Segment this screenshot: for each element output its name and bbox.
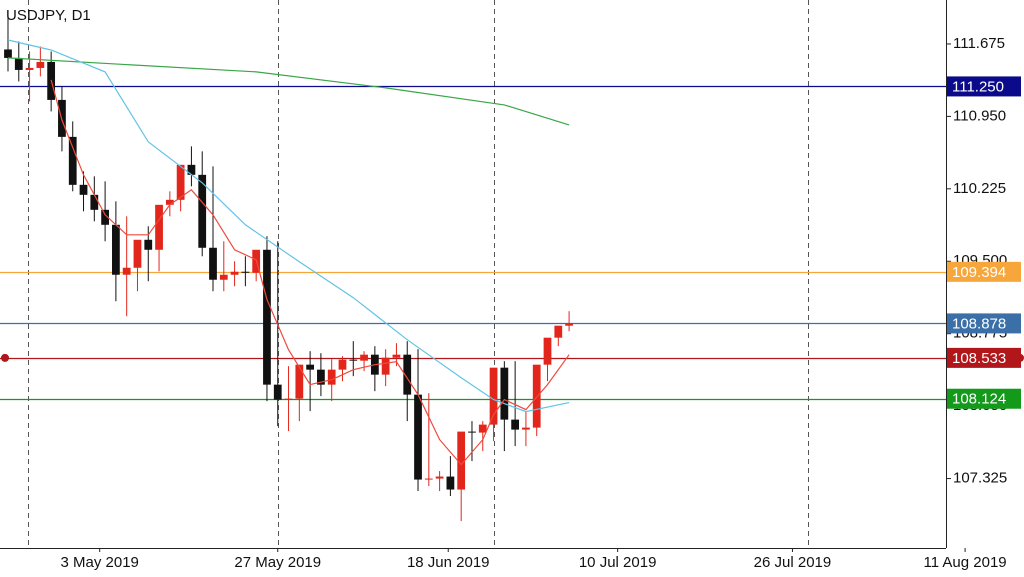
x-tick-label: 10 Jul 2019 [579,554,657,571]
candle-body [90,194,99,210]
candle-body [543,337,552,365]
candle-body [133,239,142,268]
candle-body [122,267,131,275]
candle-body [36,61,45,68]
candle-body [349,359,358,361]
candle-body [489,367,498,425]
candle-body [230,271,239,275]
candle-body [176,164,185,200]
candle-body [306,364,315,370]
candle-body [468,431,476,433]
candle-body [219,274,228,280]
candle-body [317,369,325,385]
candle-body [414,394,422,480]
x-tick-label: 3 May 2019 [61,554,139,571]
candle-body [327,369,336,385]
level-box [947,347,1021,368]
candle-body [25,67,34,70]
candle-body [4,49,12,58]
candle-body [554,325,563,338]
level-box [947,313,1021,334]
candle-body [511,419,520,430]
candle-body [14,57,23,70]
level-box [947,388,1021,409]
candle-body [360,354,368,361]
candle-body [284,398,293,400]
moving-average-line [7,57,570,126]
candle-body [532,364,541,428]
y-tick-label: 110.950 [953,107,1006,124]
candle-body [144,239,153,250]
level-box [947,76,1021,97]
candle-body [522,427,530,430]
y-tick-label: 111.675 [953,35,1005,52]
x-tick-label: 18 Jun 2019 [407,554,490,571]
plot [4,16,573,522]
candle-body [338,359,347,370]
candle-body [68,136,77,185]
grid [0,0,946,548]
y-tick-label: 107.325 [953,470,1007,487]
levels: 111.250 109.394 108.878 108.533 108.124 [1,76,1024,409]
x-tick-label: 26 Jul 2019 [754,554,832,571]
chart-title: USDJPY, D1 [6,7,91,24]
candle-body [155,204,163,250]
candle-body [295,364,304,399]
y-tick-label: 110.225 [953,180,1006,197]
candle-body [424,478,433,480]
candle-body [79,184,88,195]
level-box [947,261,1021,282]
candle-body [209,247,217,280]
x-tick-label: 27 May 2019 [234,554,321,571]
candle-body [187,164,196,175]
moving-average-line [7,39,570,413]
candle-body [435,476,444,479]
candle-body [457,431,466,490]
candle-body [565,323,573,326]
candle-body [446,476,455,490]
level-marker [1,353,9,362]
candle-body [403,354,412,395]
candle-body [241,271,250,273]
candle-body [500,367,509,420]
candle-body [381,357,390,375]
moving-average-line [50,79,570,466]
candle-body [112,224,120,275]
x-tick-label: 11 Aug 2019 [924,554,1007,571]
level-label: 108.124 [952,391,1006,408]
level-label: 109.394 [952,264,1006,281]
candle-body [263,249,271,385]
candle-body [392,354,401,358]
level-marker [1016,353,1024,362]
level-label: 108.533 [952,350,1006,367]
candle-body [101,209,109,225]
candle-body [273,384,282,400]
candle-body [165,199,174,205]
candle-body [478,424,487,433]
level-label: 108.878 [952,315,1006,332]
level-label: 111.250 [952,78,1004,95]
candle-body [198,174,207,248]
